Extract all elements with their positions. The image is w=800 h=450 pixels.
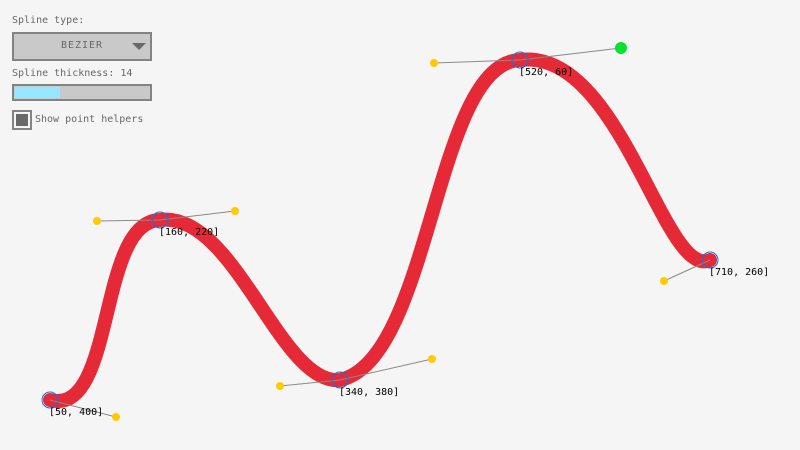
spline-type-value: BEZIER [60,40,104,51]
point-label: [340, 380] [339,387,400,398]
slider-fill [15,87,60,98]
handle-line[interactable] [433,59,521,64]
point-ring[interactable] [41,391,59,409]
spline-type-label: Spline type: [12,15,85,26]
control-handle-start[interactable] [430,59,438,67]
point-ring[interactable] [511,51,529,69]
thickness-slider[interactable] [12,84,152,101]
control-handle-end[interactable] [428,355,436,363]
handle-line[interactable] [279,379,341,387]
point-label: [50, 400] [49,407,104,418]
show-helpers-checkbox[interactable] [12,110,32,130]
show-helpers-label: Show point helpers [35,114,144,125]
point-label: [520, 60] [519,67,574,78]
control-handle-end[interactable] [231,207,239,215]
handle-line[interactable] [96,219,161,222]
control-handle-end[interactable] [615,42,627,54]
thickness-label: Spline thickness: 14 [12,68,133,79]
handle-line[interactable] [49,399,117,418]
control-handle-start[interactable] [660,277,668,285]
point-ring[interactable] [151,211,169,229]
control-handle-end[interactable] [112,413,120,421]
checkbox-check [16,114,28,126]
handle-line[interactable] [159,210,236,221]
handle-line[interactable] [519,47,622,61]
control-handle-start[interactable] [93,217,101,225]
point-ring[interactable] [701,251,719,269]
spline-type-dropdown[interactable]: BEZIER [12,32,152,61]
point-label: [710, 260] [709,267,770,278]
point-ring[interactable] [331,371,349,389]
point-label: [160, 220] [159,227,220,238]
control-handle-start[interactable] [276,382,284,390]
spline-curve [43,52,717,408]
chevron-down-icon [132,43,146,50]
handle-line[interactable] [339,358,433,381]
